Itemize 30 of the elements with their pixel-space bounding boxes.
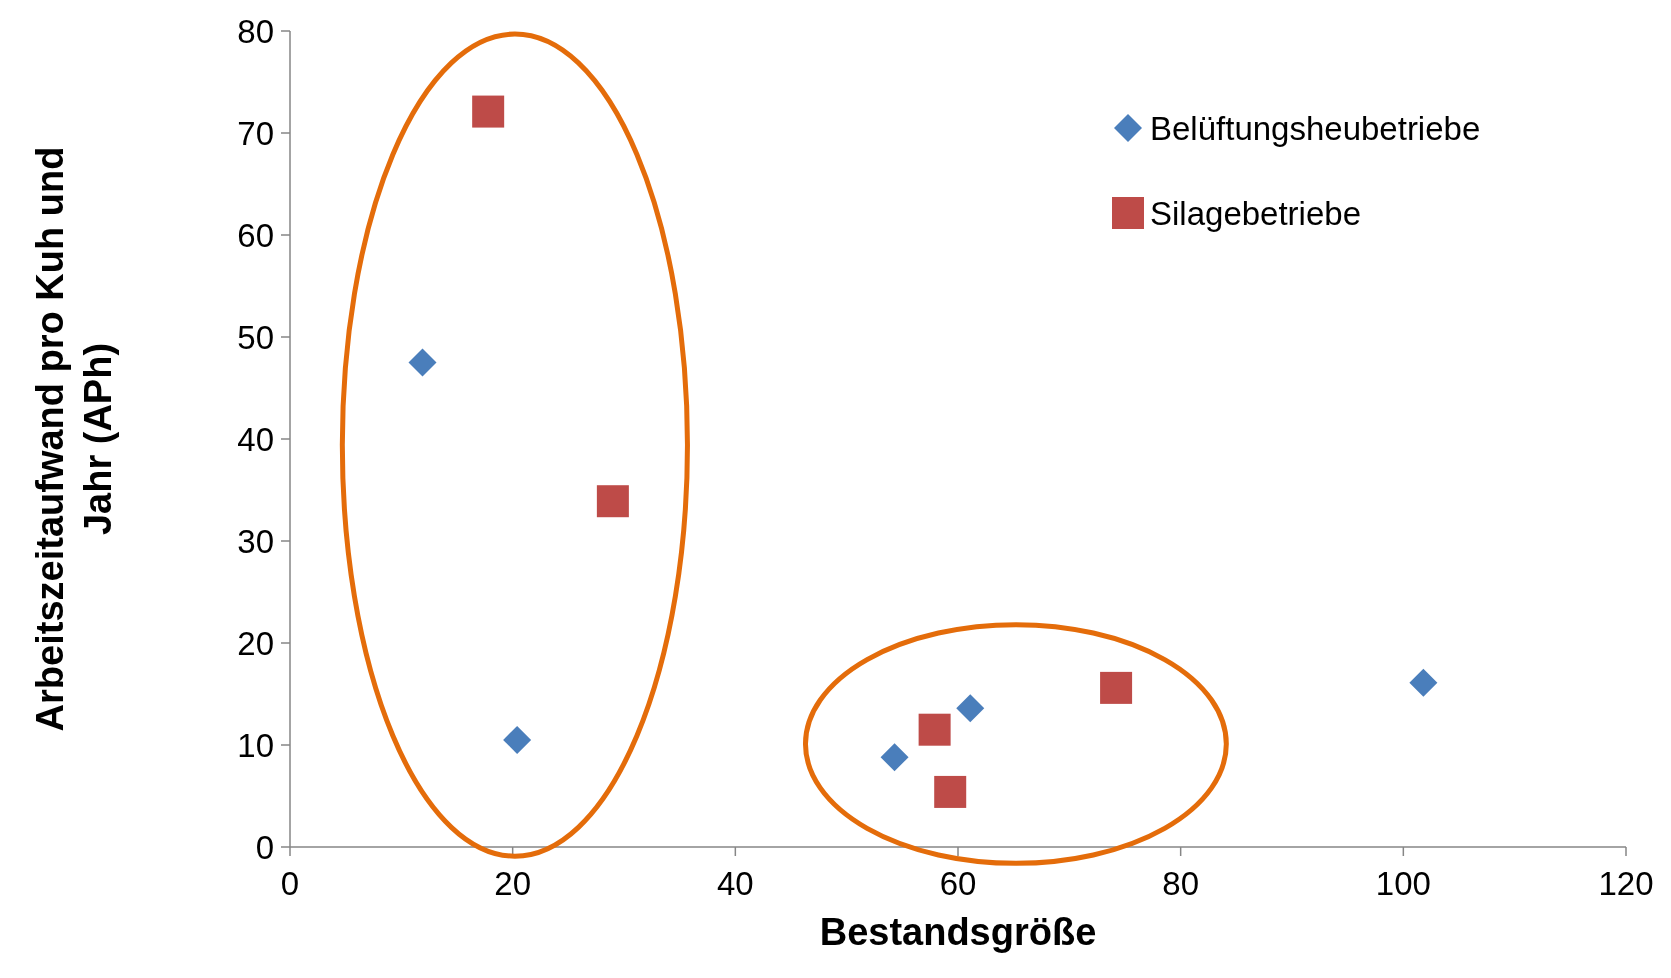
y-tick-label: 40 (237, 420, 274, 458)
point (918, 713, 951, 746)
y-tick-label: 50 (237, 318, 274, 356)
legend-label: Silagebetriebe (1150, 194, 1361, 232)
x-tick-label: 100 (1375, 865, 1431, 902)
point (880, 743, 909, 772)
y-tick-label: 0 (255, 828, 274, 866)
x-tick-label: 80 (1162, 865, 1200, 902)
y-tick-label: 70 (237, 114, 274, 152)
legend-label: Belüftungsheubetriebe (1150, 109, 1481, 147)
x-tick-label: 40 (716, 865, 754, 902)
x-tick-label: 120 (1598, 865, 1654, 902)
point (408, 348, 437, 377)
x-tick-label: 20 (494, 865, 532, 902)
point (956, 694, 985, 723)
point (503, 725, 532, 754)
point (934, 775, 967, 808)
y-axis-title: Arbeitszeitaufwand pro Kuh und Jahr (APh) (29, 146, 119, 732)
point (472, 95, 505, 128)
y-tick-label: 20 (237, 624, 274, 662)
point (1100, 671, 1133, 704)
x-axis-title: Bestandsgröße (819, 911, 1097, 953)
y-tick-label: 60 (237, 216, 274, 254)
point (1409, 668, 1438, 697)
y-tick-label: 80 (237, 12, 274, 50)
point (596, 485, 629, 518)
y-tick-label: 30 (237, 522, 274, 560)
x-tick-label: 0 (280, 865, 300, 902)
y-tick-label: 10 (237, 726, 274, 764)
x-tick-label: 60 (939, 865, 977, 902)
